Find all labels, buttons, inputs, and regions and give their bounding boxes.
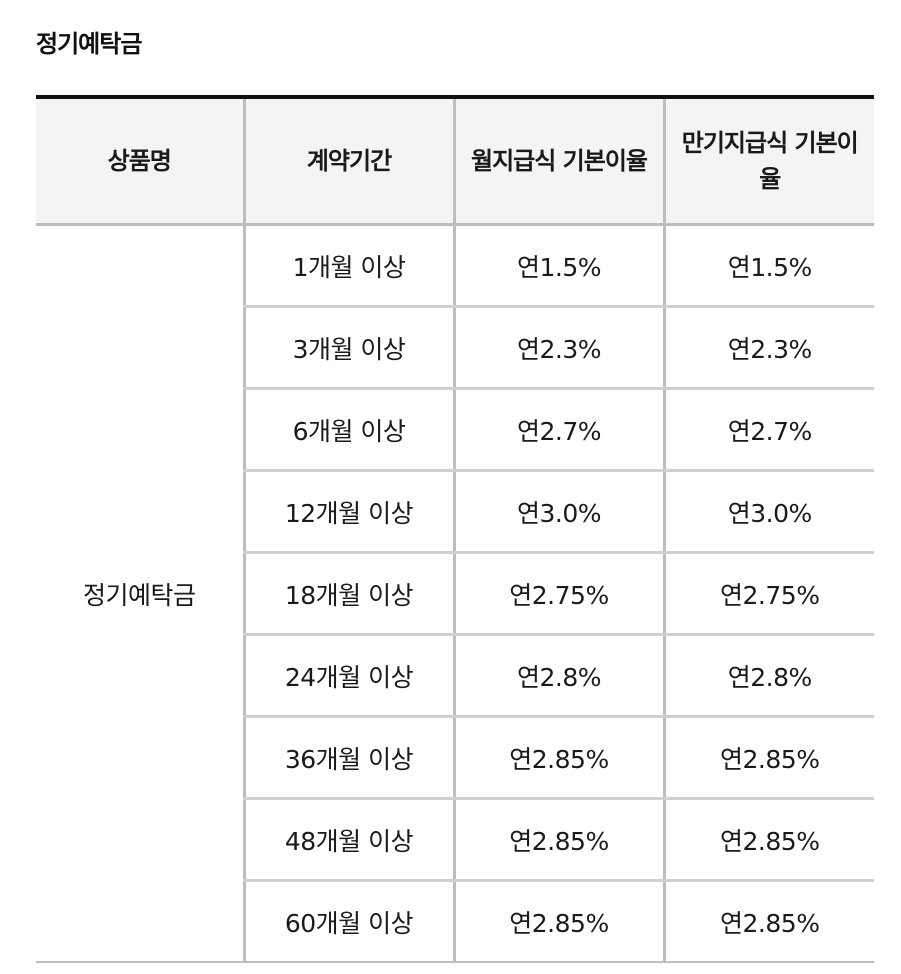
header-product-name: 상품명 <box>36 97 244 226</box>
contract-period-cell: 6개월 이상 <box>242 388 454 472</box>
table-row: 6개월 이상 연2.7% 연2.7% <box>36 388 874 472</box>
monthly-rate-cell: 연2.7% <box>452 388 664 472</box>
interest-rate-table: 상품명 계약기간 월지급식 기본이율 만기지급식 기본이율 정기예탁금 1개월 … <box>36 95 874 963</box>
contract-period-cell: 24개월 이상 <box>242 634 454 718</box>
header-monthly-rate: 월지급식 기본이율 <box>452 97 664 226</box>
section-title: 정기예탁금 <box>36 30 142 58</box>
table-row: 3개월 이상 연2.3% 연2.3% <box>36 306 874 390</box>
product-name-cell: 정기예탁금 <box>82 580 196 610</box>
maturity-rate-cell: 연2.85% <box>662 716 874 800</box>
contract-period-cell: 18개월 이상 <box>242 552 454 636</box>
header-maturity-rate: 만기지급식 기본이율 <box>662 97 874 226</box>
maturity-rate-cell: 연2.7% <box>662 388 874 472</box>
monthly-rate-cell: 연3.0% <box>452 470 664 554</box>
table-row: 12개월 이상 연3.0% 연3.0% <box>36 470 874 554</box>
table-header-row: 상품명 계약기간 월지급식 기본이율 만기지급식 기본이율 <box>36 97 874 226</box>
contract-period-cell: 12개월 이상 <box>242 470 454 554</box>
maturity-rate-cell: 연2.3% <box>662 306 874 390</box>
contract-period-cell: 60개월 이상 <box>242 880 454 962</box>
monthly-rate-cell: 연2.85% <box>452 880 664 962</box>
monthly-rate-cell: 연2.3% <box>452 306 664 390</box>
contract-period-cell: 1개월 이상 <box>242 224 454 308</box>
maturity-rate-cell: 연2.85% <box>662 880 874 962</box>
monthly-rate-cell: 연2.8% <box>452 634 664 718</box>
monthly-rate-cell: 연2.85% <box>452 798 664 882</box>
table-row: 정기예탁금 1개월 이상 연1.5% 연1.5% <box>36 224 874 610</box>
contract-period-cell: 3개월 이상 <box>242 306 454 390</box>
maturity-rate-cell: 연2.8% <box>662 634 874 718</box>
maturity-rate-cell: 연2.75% <box>662 552 874 636</box>
maturity-rate-cell: 연2.85% <box>662 798 874 882</box>
header-contract-period: 계약기간 <box>242 97 454 226</box>
table-row: 60개월 이상 연2.85% 연2.85% <box>36 880 874 962</box>
maturity-rate-cell: 연1.5% <box>662 224 874 308</box>
table-row: 48개월 이상 연2.85% 연2.85% <box>36 798 874 882</box>
table-row: 24개월 이상 연2.8% 연2.8% <box>36 634 874 718</box>
contract-period-cell: 36개월 이상 <box>242 716 454 800</box>
monthly-rate-cell: 연1.5% <box>452 224 664 308</box>
contract-period-cell: 48개월 이상 <box>242 798 454 882</box>
table-row: 36개월 이상 연2.85% 연2.85% <box>36 716 874 800</box>
maturity-rate-cell: 연3.0% <box>662 470 874 554</box>
table-row: 18개월 이상 연2.75% 연2.75% <box>36 552 874 636</box>
monthly-rate-cell: 연2.75% <box>452 552 664 636</box>
monthly-rate-cell: 연2.85% <box>452 716 664 800</box>
